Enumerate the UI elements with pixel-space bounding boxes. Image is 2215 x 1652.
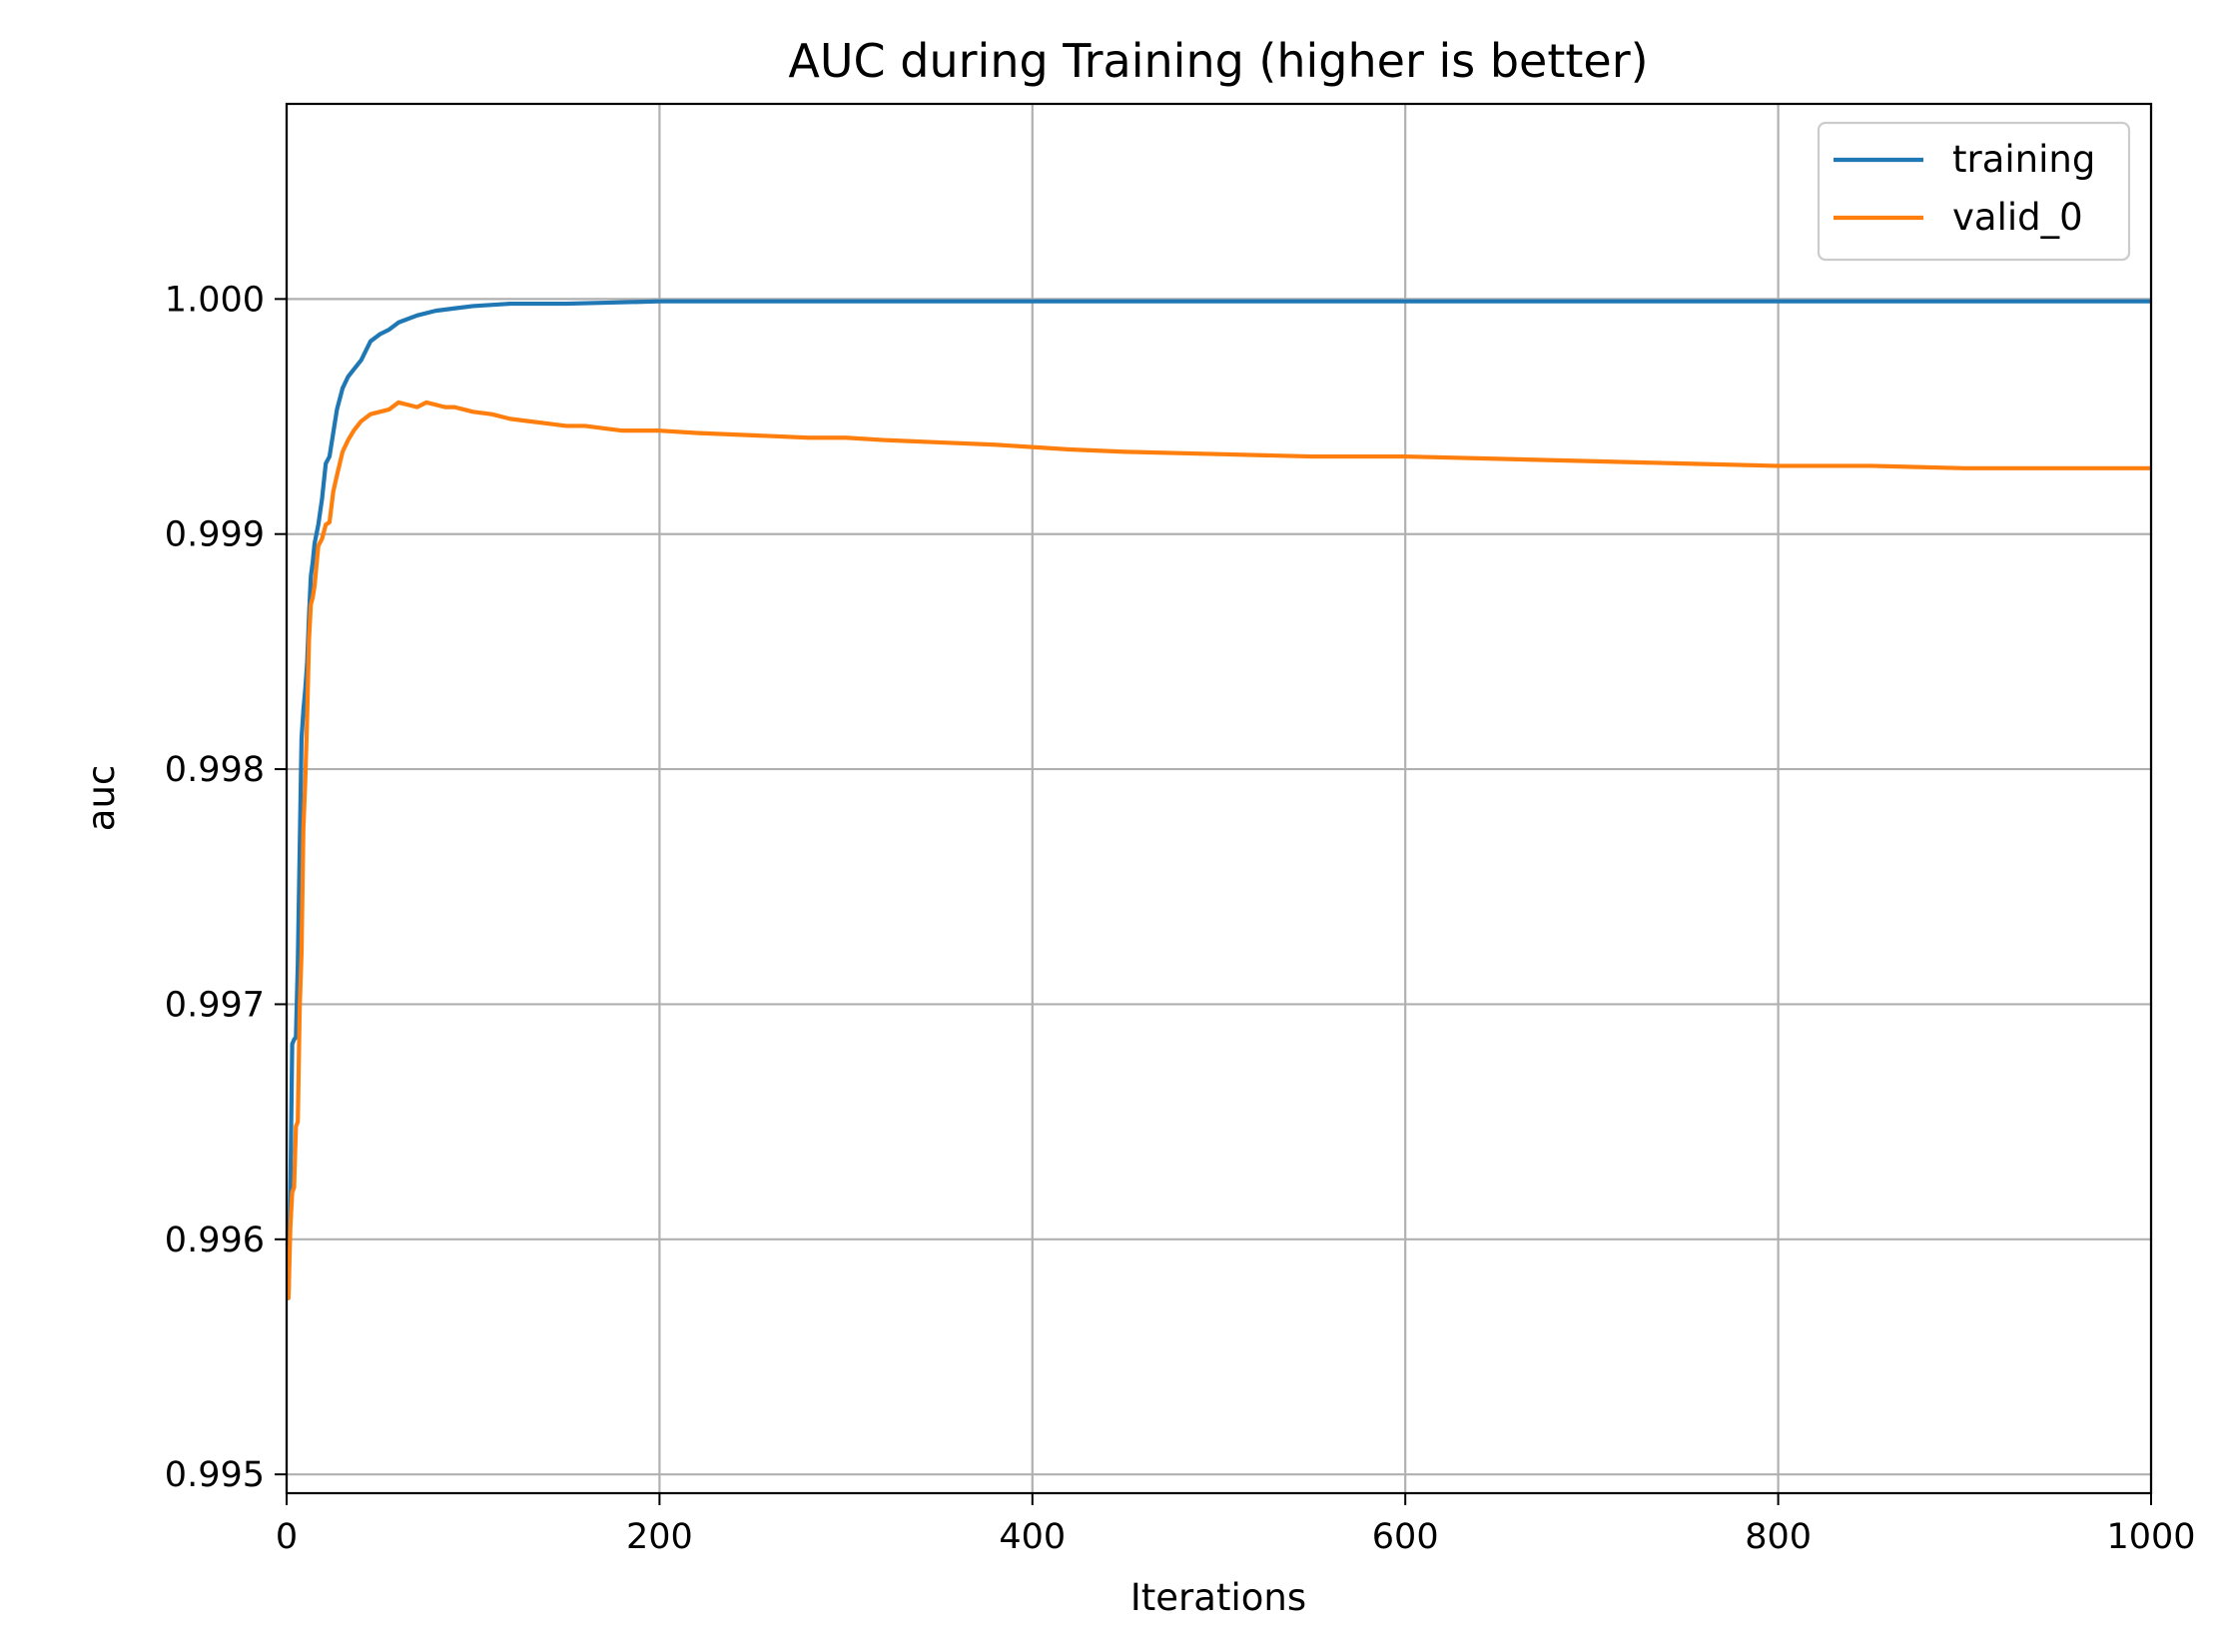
legend-label-valid-0: valid_0 bbox=[1952, 196, 2083, 239]
chart-title: AUC during Training (higher is better) bbox=[788, 34, 1648, 88]
y-tick-label: 0.998 bbox=[165, 750, 265, 790]
x-axis-ticks: 0 200 400 600 800 1000 bbox=[276, 1493, 2196, 1557]
x-tick-label: 0 bbox=[276, 1517, 298, 1557]
series-line-training bbox=[287, 299, 2151, 1300]
plot-area-background bbox=[287, 104, 2151, 1493]
y-axis-label: auc bbox=[80, 765, 123, 831]
y-axis-ticks: 0.995 0.996 0.997 0.998 0.999 1.000 bbox=[165, 280, 287, 1495]
x-tick-label: 200 bbox=[626, 1517, 693, 1557]
y-grid-lines bbox=[287, 298, 2151, 1476]
y-tick-label: 0.997 bbox=[165, 985, 265, 1025]
x-tick-label: 600 bbox=[1372, 1517, 1439, 1557]
y-tick-label: 0.995 bbox=[165, 1455, 265, 1495]
series-line-valid-0 bbox=[287, 400, 2151, 1300]
x-axis-label: Iterations bbox=[1130, 1576, 1306, 1619]
x-tick-label: 800 bbox=[1745, 1517, 1812, 1557]
legend-label-training: training bbox=[1952, 138, 2095, 181]
legend-frame bbox=[1817, 121, 2131, 262]
x-tick-label: 400 bbox=[999, 1517, 1066, 1557]
x-tick-label: 1000 bbox=[2106, 1517, 2195, 1557]
legend: training valid_0 bbox=[1817, 121, 2131, 262]
y-tick-label: 0.999 bbox=[165, 515, 265, 555]
plot-frame bbox=[285, 102, 2153, 1495]
y-tick-label: 1.000 bbox=[165, 280, 265, 320]
y-tick-label: 0.996 bbox=[165, 1221, 265, 1260]
series-lines bbox=[287, 299, 2151, 1300]
